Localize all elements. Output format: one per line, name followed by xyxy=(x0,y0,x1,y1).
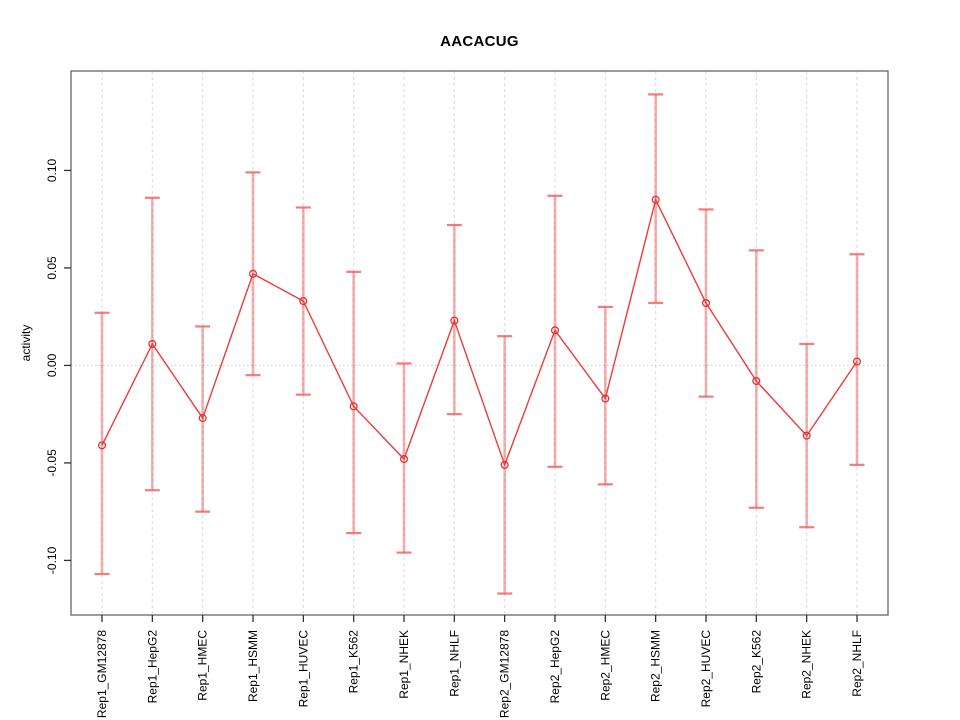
data-point xyxy=(349,402,358,411)
x-tick-label: Rep1_NHLF xyxy=(447,630,461,697)
data-point xyxy=(802,431,811,440)
data-point xyxy=(651,195,660,204)
x-tick-label: Rep2_HSMM xyxy=(649,630,663,702)
data-point xyxy=(248,269,258,278)
x-tick-label: Rep1_GM12878 xyxy=(95,630,109,718)
x-tick-label: Rep1_HUVEC xyxy=(296,630,310,708)
data-point xyxy=(752,376,761,386)
data-point xyxy=(450,316,459,325)
y-tick-label: 0.10 xyxy=(45,158,59,182)
x-tick-label: Rep1_HMEC xyxy=(196,630,210,701)
data-point xyxy=(198,414,207,423)
x-tick-label: Rep2_GM12878 xyxy=(498,630,512,718)
x-tick-label: Rep1_HepG2 xyxy=(145,630,159,704)
data-point xyxy=(299,297,308,306)
y-tick-label: 0.05 xyxy=(45,256,59,280)
data-point xyxy=(550,326,560,335)
x-tick-label: Rep2_NHEK xyxy=(800,630,814,699)
data-point xyxy=(148,339,157,349)
x-tick-label: Rep2_HUVEC xyxy=(699,630,713,708)
x-tick-label: Rep1_K562 xyxy=(347,630,361,694)
data-point xyxy=(701,298,711,308)
chart-title: AACACUG xyxy=(440,33,519,50)
x-tick-label: Rep2_HepG2 xyxy=(548,630,562,704)
x-tick-label: Rep2_NHLF xyxy=(850,630,864,697)
plot-border xyxy=(70,70,889,616)
data-point xyxy=(500,460,509,469)
x-tick-label: Rep2_HMEC xyxy=(598,630,612,701)
data-point xyxy=(97,441,107,450)
data-point xyxy=(852,357,862,366)
y-tick-label: 0.00 xyxy=(45,353,59,377)
x-tick-label: Rep1_HSMM xyxy=(246,630,260,702)
x-tick-label: Rep2_K562 xyxy=(749,630,763,694)
y-tick-label: -0.05 xyxy=(45,449,59,477)
data-point xyxy=(601,394,610,403)
series-line xyxy=(101,197,858,467)
data-point xyxy=(399,454,409,464)
y-tick-label: -0.10 xyxy=(45,546,59,574)
x-tick-label: Rep1_NHEK xyxy=(397,630,411,699)
